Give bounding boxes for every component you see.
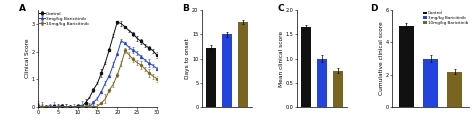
Bar xyxy=(301,27,311,107)
Bar xyxy=(333,71,343,107)
Bar xyxy=(237,22,248,107)
Text: B: B xyxy=(182,4,189,13)
Bar xyxy=(206,48,216,107)
Text: C: C xyxy=(277,4,284,13)
Text: D: D xyxy=(370,4,378,13)
Y-axis label: Cumulative clinical score: Cumulative clinical score xyxy=(379,22,383,96)
Text: A: A xyxy=(19,4,26,13)
Bar xyxy=(222,34,232,107)
Legend: Control, 3mg/kg Baricitinib, 10mg/kg Baricitinib: Control, 3mg/kg Baricitinib, 10mg/kg Bar… xyxy=(39,11,89,26)
Bar xyxy=(399,26,414,107)
Y-axis label: Mean clinical score: Mean clinical score xyxy=(279,30,284,87)
Legend: Control, 3mg/kg Baricitinib, 10mg/kg Baricitinib: Control, 3mg/kg Baricitinib, 10mg/kg Bar… xyxy=(423,11,468,25)
Y-axis label: Clinical Score: Clinical Score xyxy=(25,39,29,78)
Bar xyxy=(447,72,463,107)
Bar xyxy=(317,59,327,107)
Y-axis label: Days to onset: Days to onset xyxy=(185,38,190,79)
Bar xyxy=(423,59,438,107)
